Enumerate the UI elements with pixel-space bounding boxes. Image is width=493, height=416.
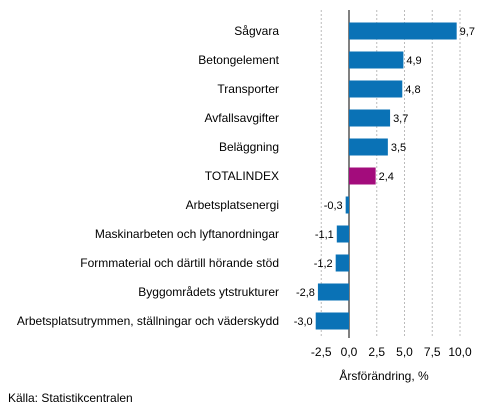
category-label-1: Betongelement — [198, 53, 279, 67]
bar-4 — [349, 138, 388, 156]
bar-6 — [345, 196, 349, 214]
value-label-0: 9,7 — [460, 26, 475, 38]
x-tick-label-1: 0,0 — [341, 345, 358, 359]
category-label-0: Sågvara — [234, 24, 279, 38]
bar-9 — [317, 283, 349, 301]
category-label-2: Transporter — [217, 82, 279, 96]
x-axis-title: Årsförändring, % — [339, 368, 429, 383]
value-label-5: 2,4 — [379, 171, 394, 183]
value-label-3: 3,7 — [393, 113, 408, 125]
value-label-10: -3,0 — [294, 316, 313, 328]
bar-2 — [349, 80, 403, 98]
x-tick-labels: -2,5 0,0 2,5 5,0 7,5 10,0 — [311, 345, 472, 359]
x-tick-label-5: 10,0 — [448, 345, 472, 359]
category-label-5: TOTALINDEX — [205, 169, 279, 183]
value-label-9: -2,8 — [296, 287, 315, 299]
category-label-7: Maskinarbeten och lyftanordningar — [95, 227, 279, 241]
category-label-10: Arbetsplatsutrymmen, ställningar och väd… — [17, 314, 279, 328]
source-note: Källa: Statistikcentralen — [8, 391, 133, 405]
category-label-6: Arbetsplatsenergi — [186, 198, 279, 212]
bar-8 — [335, 254, 349, 272]
bar-10 — [315, 312, 349, 330]
value-label-2: 4,8 — [405, 84, 420, 96]
category-label-3: Avfallsavgifter — [205, 111, 279, 125]
category-label-9: Byggområdets ytstrukturer — [138, 285, 279, 299]
value-label-8: -1,2 — [314, 258, 333, 270]
bars-group — [315, 22, 457, 330]
bar-3 — [349, 109, 391, 127]
category-label-8: Formmaterial och därtill hörande stöd — [80, 256, 279, 270]
category-label-4: Beläggning — [219, 140, 279, 154]
bar-0 — [349, 22, 457, 40]
value-labels: 9,7 4,9 4,8 3,7 3,5 2,4 -0,3 -1,1 -1,2 -2,8 -3,0 — [294, 26, 475, 328]
x-tick-label-4: 7,5 — [424, 345, 441, 359]
bar-5 — [349, 167, 376, 185]
category-labels: Sågvara Betongelement Transporter Avfallsav… — [17, 24, 280, 328]
bar-7 — [336, 225, 349, 243]
x-tick-label-3: 5,0 — [396, 345, 413, 359]
x-tick-label-0: -2,5 — [311, 345, 332, 359]
value-label-7: -1,1 — [315, 229, 334, 241]
value-label-4: 3,5 — [391, 142, 406, 154]
value-label-6: -0,3 — [324, 200, 343, 212]
x-tick-label-2: 2,5 — [368, 345, 385, 359]
bar-1 — [349, 51, 404, 69]
value-label-1: 4,9 — [406, 55, 421, 67]
